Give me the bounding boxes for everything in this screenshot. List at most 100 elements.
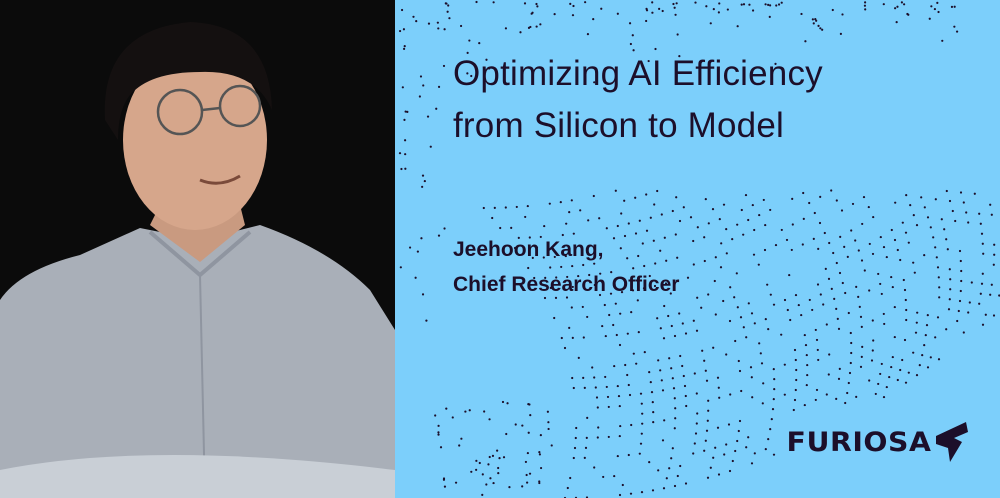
dot [694, 432, 698, 435]
dot [645, 19, 648, 23]
dot [651, 11, 654, 14]
dot [891, 285, 894, 289]
dot [446, 10, 449, 13]
dot [563, 346, 567, 350]
dot [661, 439, 665, 442]
dot [443, 485, 447, 488]
dot [745, 336, 748, 339]
dot [616, 12, 619, 15]
dot [824, 267, 827, 270]
dot [478, 42, 481, 45]
dot [565, 222, 568, 225]
dot [760, 362, 764, 365]
dot [959, 289, 962, 293]
dot [653, 203, 656, 206]
dot [481, 473, 484, 476]
dot [596, 436, 599, 439]
dot [954, 219, 957, 223]
dot [671, 209, 674, 213]
dot [837, 327, 841, 330]
dot [648, 274, 651, 278]
dot [723, 453, 726, 456]
dot [728, 319, 732, 323]
dot [753, 452, 756, 455]
dot [660, 213, 663, 216]
dot [549, 266, 552, 269]
dot [764, 223, 767, 227]
dot [704, 439, 707, 442]
dot [915, 374, 919, 377]
dot [678, 312, 681, 315]
dot [583, 386, 586, 389]
dot [425, 319, 428, 322]
dot [582, 284, 585, 288]
dot [437, 431, 440, 434]
dot [740, 389, 743, 393]
dot [742, 233, 745, 236]
dot [905, 194, 908, 197]
dot [802, 191, 805, 195]
dot [874, 392, 877, 396]
dot [808, 201, 811, 205]
dot [517, 236, 520, 239]
dot [712, 346, 715, 349]
dot [692, 452, 695, 455]
dot [896, 5, 899, 8]
dot [980, 282, 984, 285]
dot [882, 245, 886, 249]
dot [764, 3, 767, 6]
dot [488, 418, 491, 421]
dot [572, 456, 575, 460]
dot [736, 439, 739, 443]
dot [925, 324, 929, 327]
dot [550, 71, 553, 74]
dot [426, 115, 430, 118]
dot [482, 206, 485, 210]
dot [579, 209, 582, 212]
dot [923, 344, 926, 347]
dot [804, 40, 807, 43]
dot [863, 4, 867, 7]
dot [569, 2, 572, 5]
dot [420, 237, 423, 240]
dot [780, 333, 783, 336]
dot [521, 485, 524, 488]
dot [815, 19, 818, 22]
logo-text: FURIOSA [786, 426, 932, 458]
dot [713, 279, 716, 283]
dot [736, 223, 739, 226]
dot [891, 355, 894, 359]
dot [661, 389, 665, 392]
dot [612, 237, 616, 240]
dot [682, 206, 685, 209]
dot [879, 235, 882, 239]
dot [958, 299, 962, 303]
dot [478, 461, 481, 465]
dot [811, 18, 814, 21]
dot [744, 193, 748, 197]
dot [871, 319, 874, 322]
dot [599, 272, 602, 275]
dot [750, 312, 754, 315]
dot [592, 194, 595, 198]
dot [882, 395, 886, 399]
dot [890, 365, 893, 369]
dot [737, 429, 740, 433]
dot [857, 295, 860, 298]
dot [767, 3, 770, 6]
dot [979, 222, 982, 225]
dot [593, 376, 596, 379]
dot [647, 59, 650, 63]
dot [868, 379, 871, 382]
dot [529, 25, 532, 29]
dot [957, 309, 960, 313]
dot [436, 21, 439, 24]
dot [568, 326, 571, 329]
dot [770, 418, 773, 421]
dot [663, 236, 666, 239]
dot [830, 189, 833, 192]
dot [402, 47, 406, 51]
dot [526, 481, 529, 484]
dot [630, 423, 633, 427]
dot [750, 376, 753, 379]
